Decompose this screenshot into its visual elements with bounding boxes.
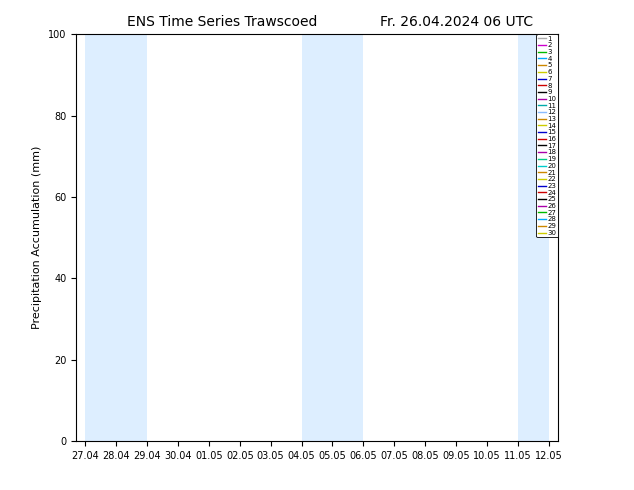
Legend: 1, 2, 3, 4, 5, 6, 7, 8, 9, 10, 11, 12, 13, 14, 15, 16, 17, 18, 19, 20, 21, 22, 2: 1, 2, 3, 4, 5, 6, 7, 8, 9, 10, 11, 12, 1…: [536, 34, 558, 237]
Y-axis label: Precipitation Accumulation (mm): Precipitation Accumulation (mm): [32, 146, 42, 329]
Text: ENS Time Series Trawscoed: ENS Time Series Trawscoed: [127, 15, 317, 29]
Bar: [86, 34, 116, 441]
Bar: [332, 34, 363, 441]
Bar: [302, 34, 332, 441]
Bar: [518, 34, 548, 441]
Bar: [116, 34, 147, 441]
Text: Fr. 26.04.2024 06 UTC: Fr. 26.04.2024 06 UTC: [380, 15, 533, 29]
